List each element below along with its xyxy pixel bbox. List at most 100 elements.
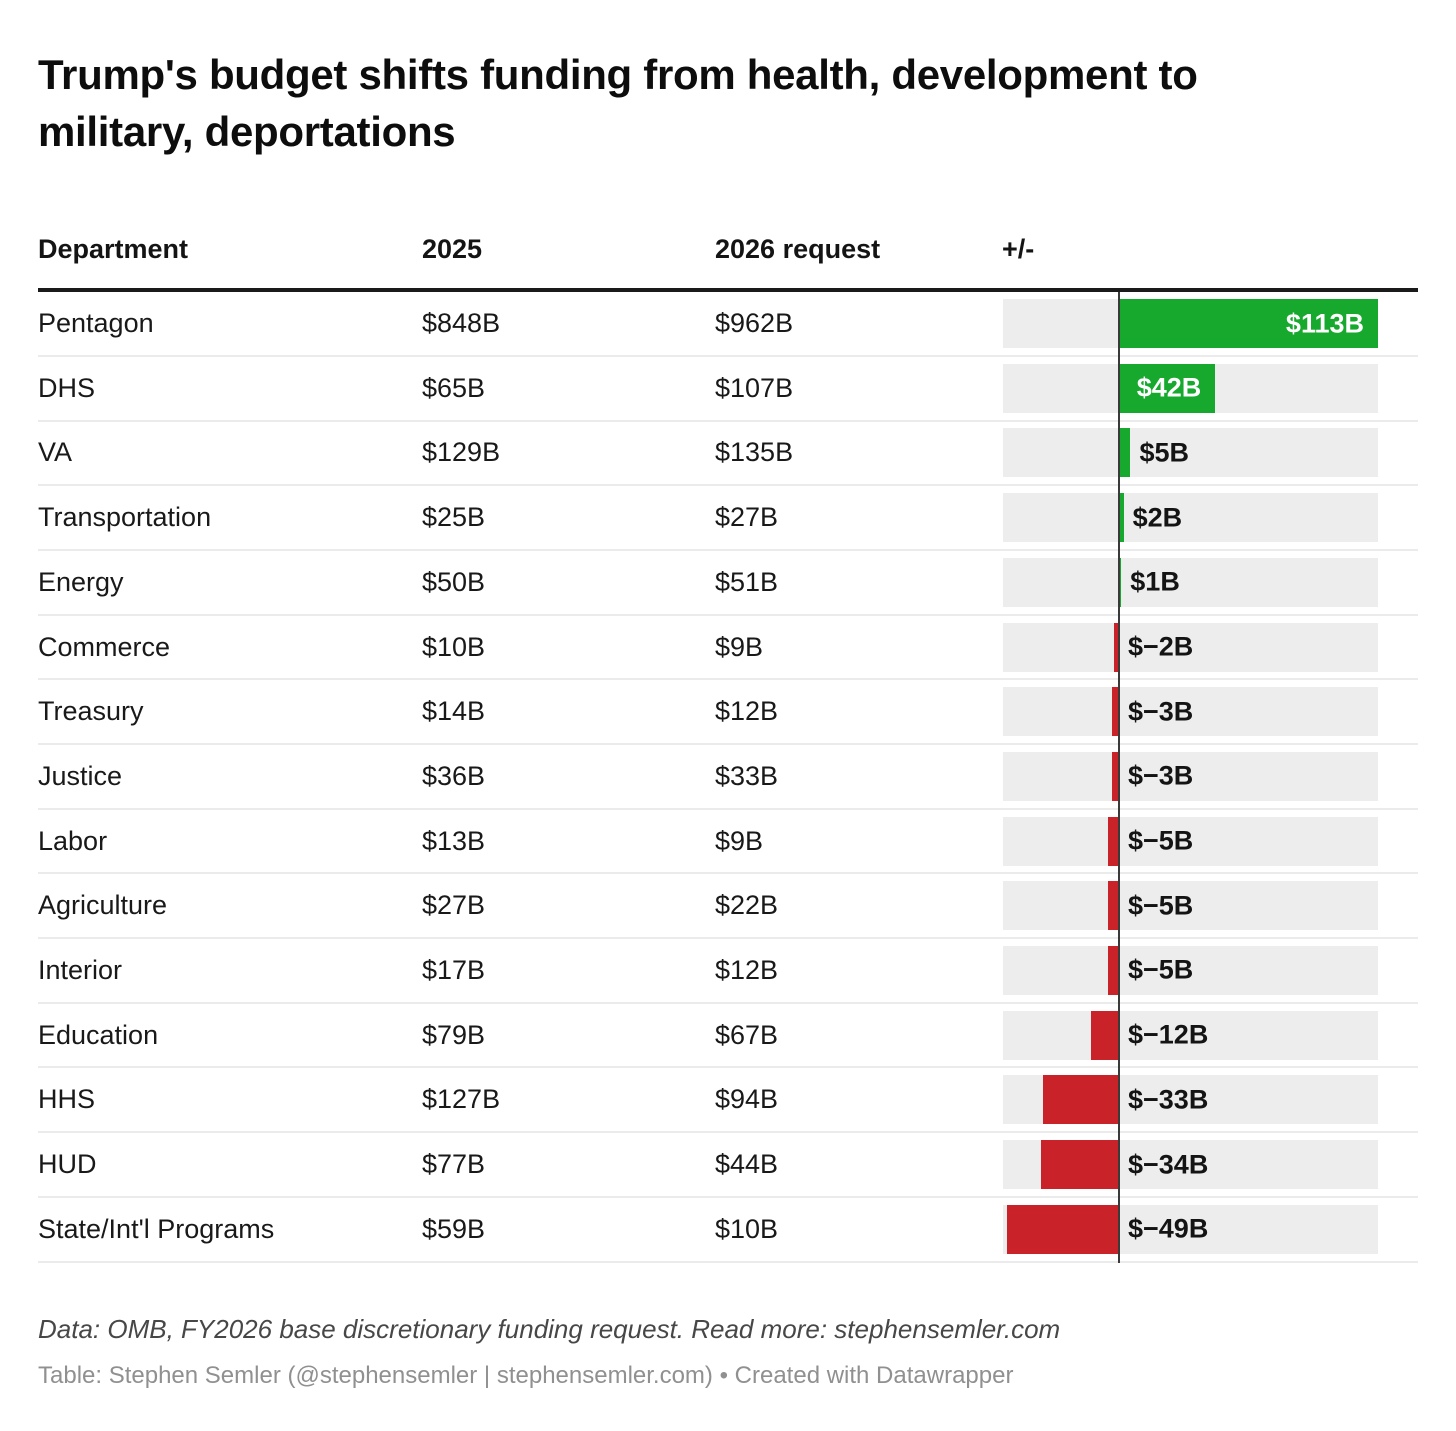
value-2026-cell: $9B [715,631,764,662]
value-2026-cell: $51B [715,566,779,597]
value-2026-cell: $962B [715,308,794,339]
department-cell: VA [38,437,73,468]
change-bar [1119,299,1378,349]
change-bar-cell: $−3B [1002,745,1418,808]
change-bar [1119,428,1131,478]
value-2026-cell: $135B [715,437,794,468]
table-header-row: Department 2025 2026 request +/- [38,232,1418,266]
change-bar-label: $−3B [1128,696,1194,727]
value-2025-cell: $25B [422,502,486,533]
change-bar-track: $−3B [1003,687,1378,737]
table-row: DHS $65B $107B $42B [38,357,1418,422]
department-cell: HUD [38,1149,97,1179]
change-bar [1119,363,1216,413]
change-bar-cell: $−5B [1002,939,1418,1002]
change-bar-track: $5B [1003,428,1378,478]
department-cell: Education [38,1019,159,1050]
change-bar-cell: $−12B [1002,1004,1418,1067]
department-cell: DHS [38,372,96,403]
change-bar-cell: $−34B [1002,1133,1418,1196]
change-bar-cell: $−3B [1002,680,1418,743]
value-2025-cell: $36B [422,760,486,791]
department-cell: Energy [38,566,124,597]
change-bar-label: $−2B [1128,631,1194,662]
department-cell: Interior [38,954,123,985]
table-row: Justice $36B $33B $−3B [38,745,1418,810]
table-row: Energy $50B $51B $1B [38,551,1418,616]
change-bar-track: $42B [1003,363,1378,413]
department-cell: Commerce [38,631,171,662]
change-bar [1112,751,1119,801]
table-row: Education $79B $67B $−12B [38,1004,1418,1069]
column-header-2026-request: 2026 request [715,234,881,265]
table-row: Pentagon $848B $962B $113B [38,292,1418,357]
value-2026-cell: $22B [715,890,779,921]
value-2025-cell: $13B [422,825,486,856]
change-bar [1091,1010,1119,1060]
change-bar-cell: $113B [1002,292,1418,355]
change-bar [1107,816,1119,866]
department-cell: Transportation [38,502,212,533]
department-cell: Pentagon [38,308,154,339]
value-2026-cell: $10B [715,1213,779,1244]
department-cell: State/Int'l Programs [38,1213,275,1244]
change-bar-cell: $−33B [1002,1068,1418,1131]
department-cell: Treasury [38,696,144,727]
column-header-2025: 2025 [422,234,483,265]
value-2026-cell: $94B [715,1084,779,1115]
department-cell: Labor [38,825,108,856]
change-bar-label: $−5B [1128,890,1194,921]
change-bar-label: $−33B [1128,1084,1209,1115]
change-bar-track: $−49B [1003,1204,1378,1254]
change-bar-label: $−5B [1128,825,1194,856]
department-cell: HHS [38,1084,96,1115]
change-bar-cell: $−2B [1002,616,1418,679]
value-2025-cell: $77B [422,1149,486,1179]
department-cell: Justice [38,760,123,791]
value-2026-cell: $12B [715,954,779,985]
change-bar-track: $−33B [1003,1075,1378,1125]
source-note: Data: OMB, FY2026 base discretionary fun… [38,1313,1061,1344]
change-bar-cell: $1B [1002,551,1418,614]
change-bar-label: $−49B [1128,1213,1209,1244]
value-2026-cell: $107B [715,372,794,403]
table-row: HHS $127B $94B $−33B [38,1068,1418,1134]
change-bar [1112,687,1119,737]
change-bar [1043,1075,1119,1125]
value-2026-cell: $27B [715,502,779,533]
value-2025-cell: $79B [422,1019,486,1050]
change-bar-cell: $42B [1002,357,1418,420]
change-bar [1114,622,1119,672]
table-row: Treasury $14B $12B $−3B [38,680,1418,746]
zero-axis-line [1118,292,1120,1263]
value-2025-cell: $17B [422,954,486,985]
change-bar [1119,493,1124,543]
value-2025-cell: $65B [422,372,486,403]
change-bar-label: $−5B [1128,954,1194,985]
value-2026-cell: $9B [715,825,764,856]
change-bar-track: $−3B [1003,751,1378,801]
table-row: State/Int'l Programs $59B $10B $−49B [38,1198,1418,1263]
value-2026-cell: $12B [715,696,779,727]
change-bar-cell: $−5B [1002,874,1418,937]
change-bar [1107,881,1119,931]
change-bar [1119,557,1122,607]
change-bar-cell: $−49B [1002,1198,1418,1261]
change-bar [1006,1204,1119,1254]
value-2025-cell: $10B [422,631,486,662]
change-bar-track: $2B [1003,493,1378,543]
value-2025-cell: $129B [422,437,501,468]
change-bar [1107,945,1119,995]
value-2025-cell: $27B [422,890,486,921]
value-2025-cell: $59B [422,1213,486,1244]
change-bar [1041,1140,1119,1189]
page-title: Trump's budget shifts funding from healt… [38,51,1198,156]
change-bar-label: $2B [1132,502,1183,533]
column-header-department: Department [38,234,189,265]
change-bar-label: $−3B [1128,760,1194,791]
budget-table-page: Trump's budget shifts funding from healt… [38,51,1418,1389]
table-row: Interior $17B $12B $−5B [38,939,1418,1004]
change-bar-label: $−34B [1128,1149,1209,1179]
change-bar-track: $113B [1003,299,1378,349]
change-bar-track: $1B [1003,557,1378,607]
